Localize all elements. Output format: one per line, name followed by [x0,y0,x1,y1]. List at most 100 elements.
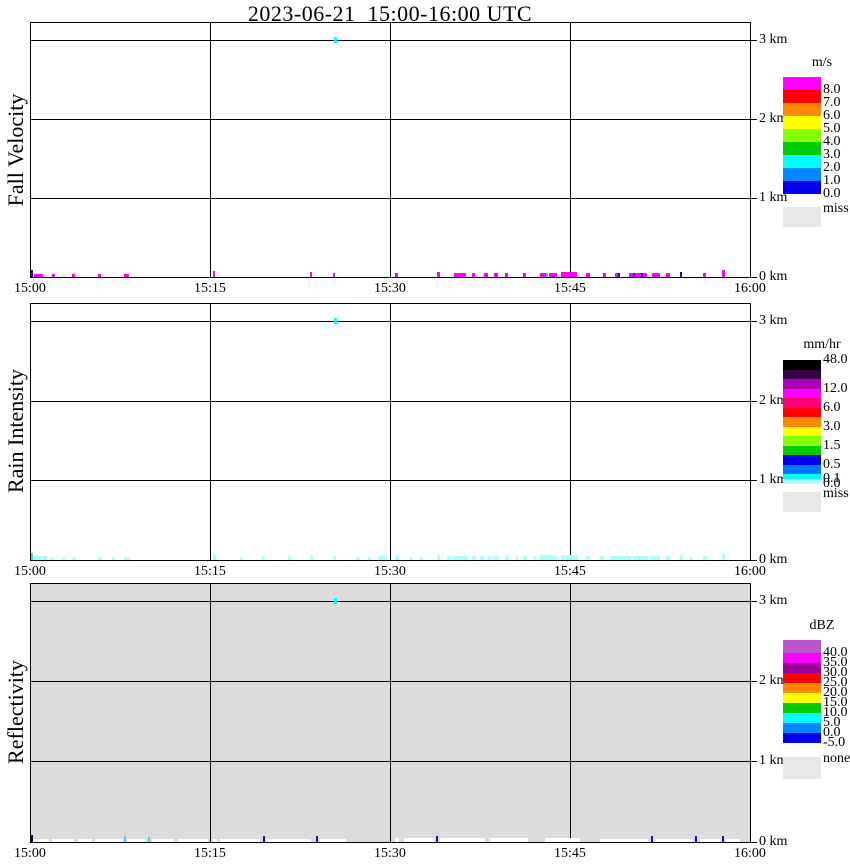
gridline-vertical [390,583,391,842]
legend-label: 5.0 [823,121,841,136]
legend-swatch [783,360,821,370]
legend-swatch [783,408,821,417]
echo-mark [484,273,488,277]
axis-tick-right [751,321,757,322]
legend-label: 4.0 [823,134,841,149]
gridline-vertical [390,22,391,277]
echo-mark [310,555,313,560]
echo-mark [494,273,498,277]
echo-mark [523,273,526,277]
echo-mark-aloft [334,318,337,324]
legend-label: 0.0 [823,476,841,491]
echo-mark [480,556,484,560]
echo-mark [600,556,604,560]
legend-label: 0.5 [823,457,841,472]
echo-mark [333,556,336,560]
height-axis-label: 0 km [759,269,788,284]
echo-mark [33,839,49,842]
echo-mark [695,836,697,842]
legend-label: 25.0 [823,675,848,690]
echo-mark [437,555,440,560]
echo-mark [650,556,660,560]
legend-swatch [783,398,821,408]
echo-mark [643,273,647,277]
legend-missing-label: miss [823,201,849,216]
echo-mark [262,556,265,560]
legend-label: 0.1 [823,471,841,486]
time-axis-label: 15:15 [194,564,226,579]
echo-mark [523,556,527,560]
echo-mark [34,274,43,277]
height-axis-label: 0 km [759,552,788,567]
echo-mark [494,556,499,560]
echo-mark-aloft [334,598,337,604]
echo-mark [666,273,670,277]
legend-swatch [783,455,821,465]
legend-swatch [783,90,821,103]
echo-mark [420,557,423,560]
legend-swatch [783,379,821,389]
legend-label: 6.0 [823,108,841,123]
legend-missing-label: none [823,751,850,766]
echo-mark [722,270,725,277]
gridline-vertical [210,22,211,277]
echo-mark [320,839,346,842]
echo-mark [395,273,398,277]
echo-mark [72,557,76,560]
echo-mark [266,839,311,842]
echo-mark [726,839,740,842]
legend-label: 48.0 [823,352,848,367]
echo-mark [33,556,47,560]
echo-mark [178,839,208,842]
echo-mark [665,556,670,560]
height-axis-label: 0 km [759,834,788,849]
time-axis-label: 15:00 [14,846,46,861]
legend-label: -5.0 [823,735,846,750]
legend-swatch [783,653,821,663]
echo-mark [633,273,635,277]
height-axis-label: 3 km [759,313,788,328]
echo-mark [488,556,492,560]
legend-swatch [783,713,821,723]
echo-mark [31,553,33,560]
legend-swatch [783,683,821,693]
legend-swatch [783,446,821,455]
echo-mark [50,557,54,560]
echo-mark [152,839,174,842]
legend-label: 40.0 [823,645,848,660]
gridline-vertical [570,303,571,560]
gridline-vertical [210,583,211,842]
axis-tick-right [751,681,757,682]
echo-mark [240,557,243,560]
echo-mark [641,273,643,277]
legend-swatch [783,389,821,398]
echo-mark [680,272,682,277]
echo-mark [127,839,145,842]
echo-mark [52,839,74,842]
axis-tick-right [751,761,757,762]
echo-mark [213,839,217,842]
axis-tick-right [751,119,757,120]
echo-mark [98,557,102,560]
axis-tick-right [751,277,757,278]
echo-mark [472,556,476,560]
echo-mark [615,273,618,277]
legend-label: 3.0 [823,147,841,162]
gridline-vertical [390,303,391,560]
legend-swatch [783,693,821,703]
echo-mark [635,273,641,277]
echo-mark [356,557,360,560]
time-axis-label: 15:30 [374,281,406,296]
time-axis-label: 15:00 [14,564,46,579]
gridline-vertical [210,303,211,560]
legend-swatch [783,116,821,129]
legend-label: 30.0 [823,665,848,680]
echo-mark [629,273,633,277]
axis-tick-right [751,480,757,481]
echo-mark [722,836,724,842]
height-axis-label: 2 km [759,673,788,688]
echo-mark [540,273,546,277]
axis-tick-right [751,560,757,561]
echo-mark [213,271,215,277]
